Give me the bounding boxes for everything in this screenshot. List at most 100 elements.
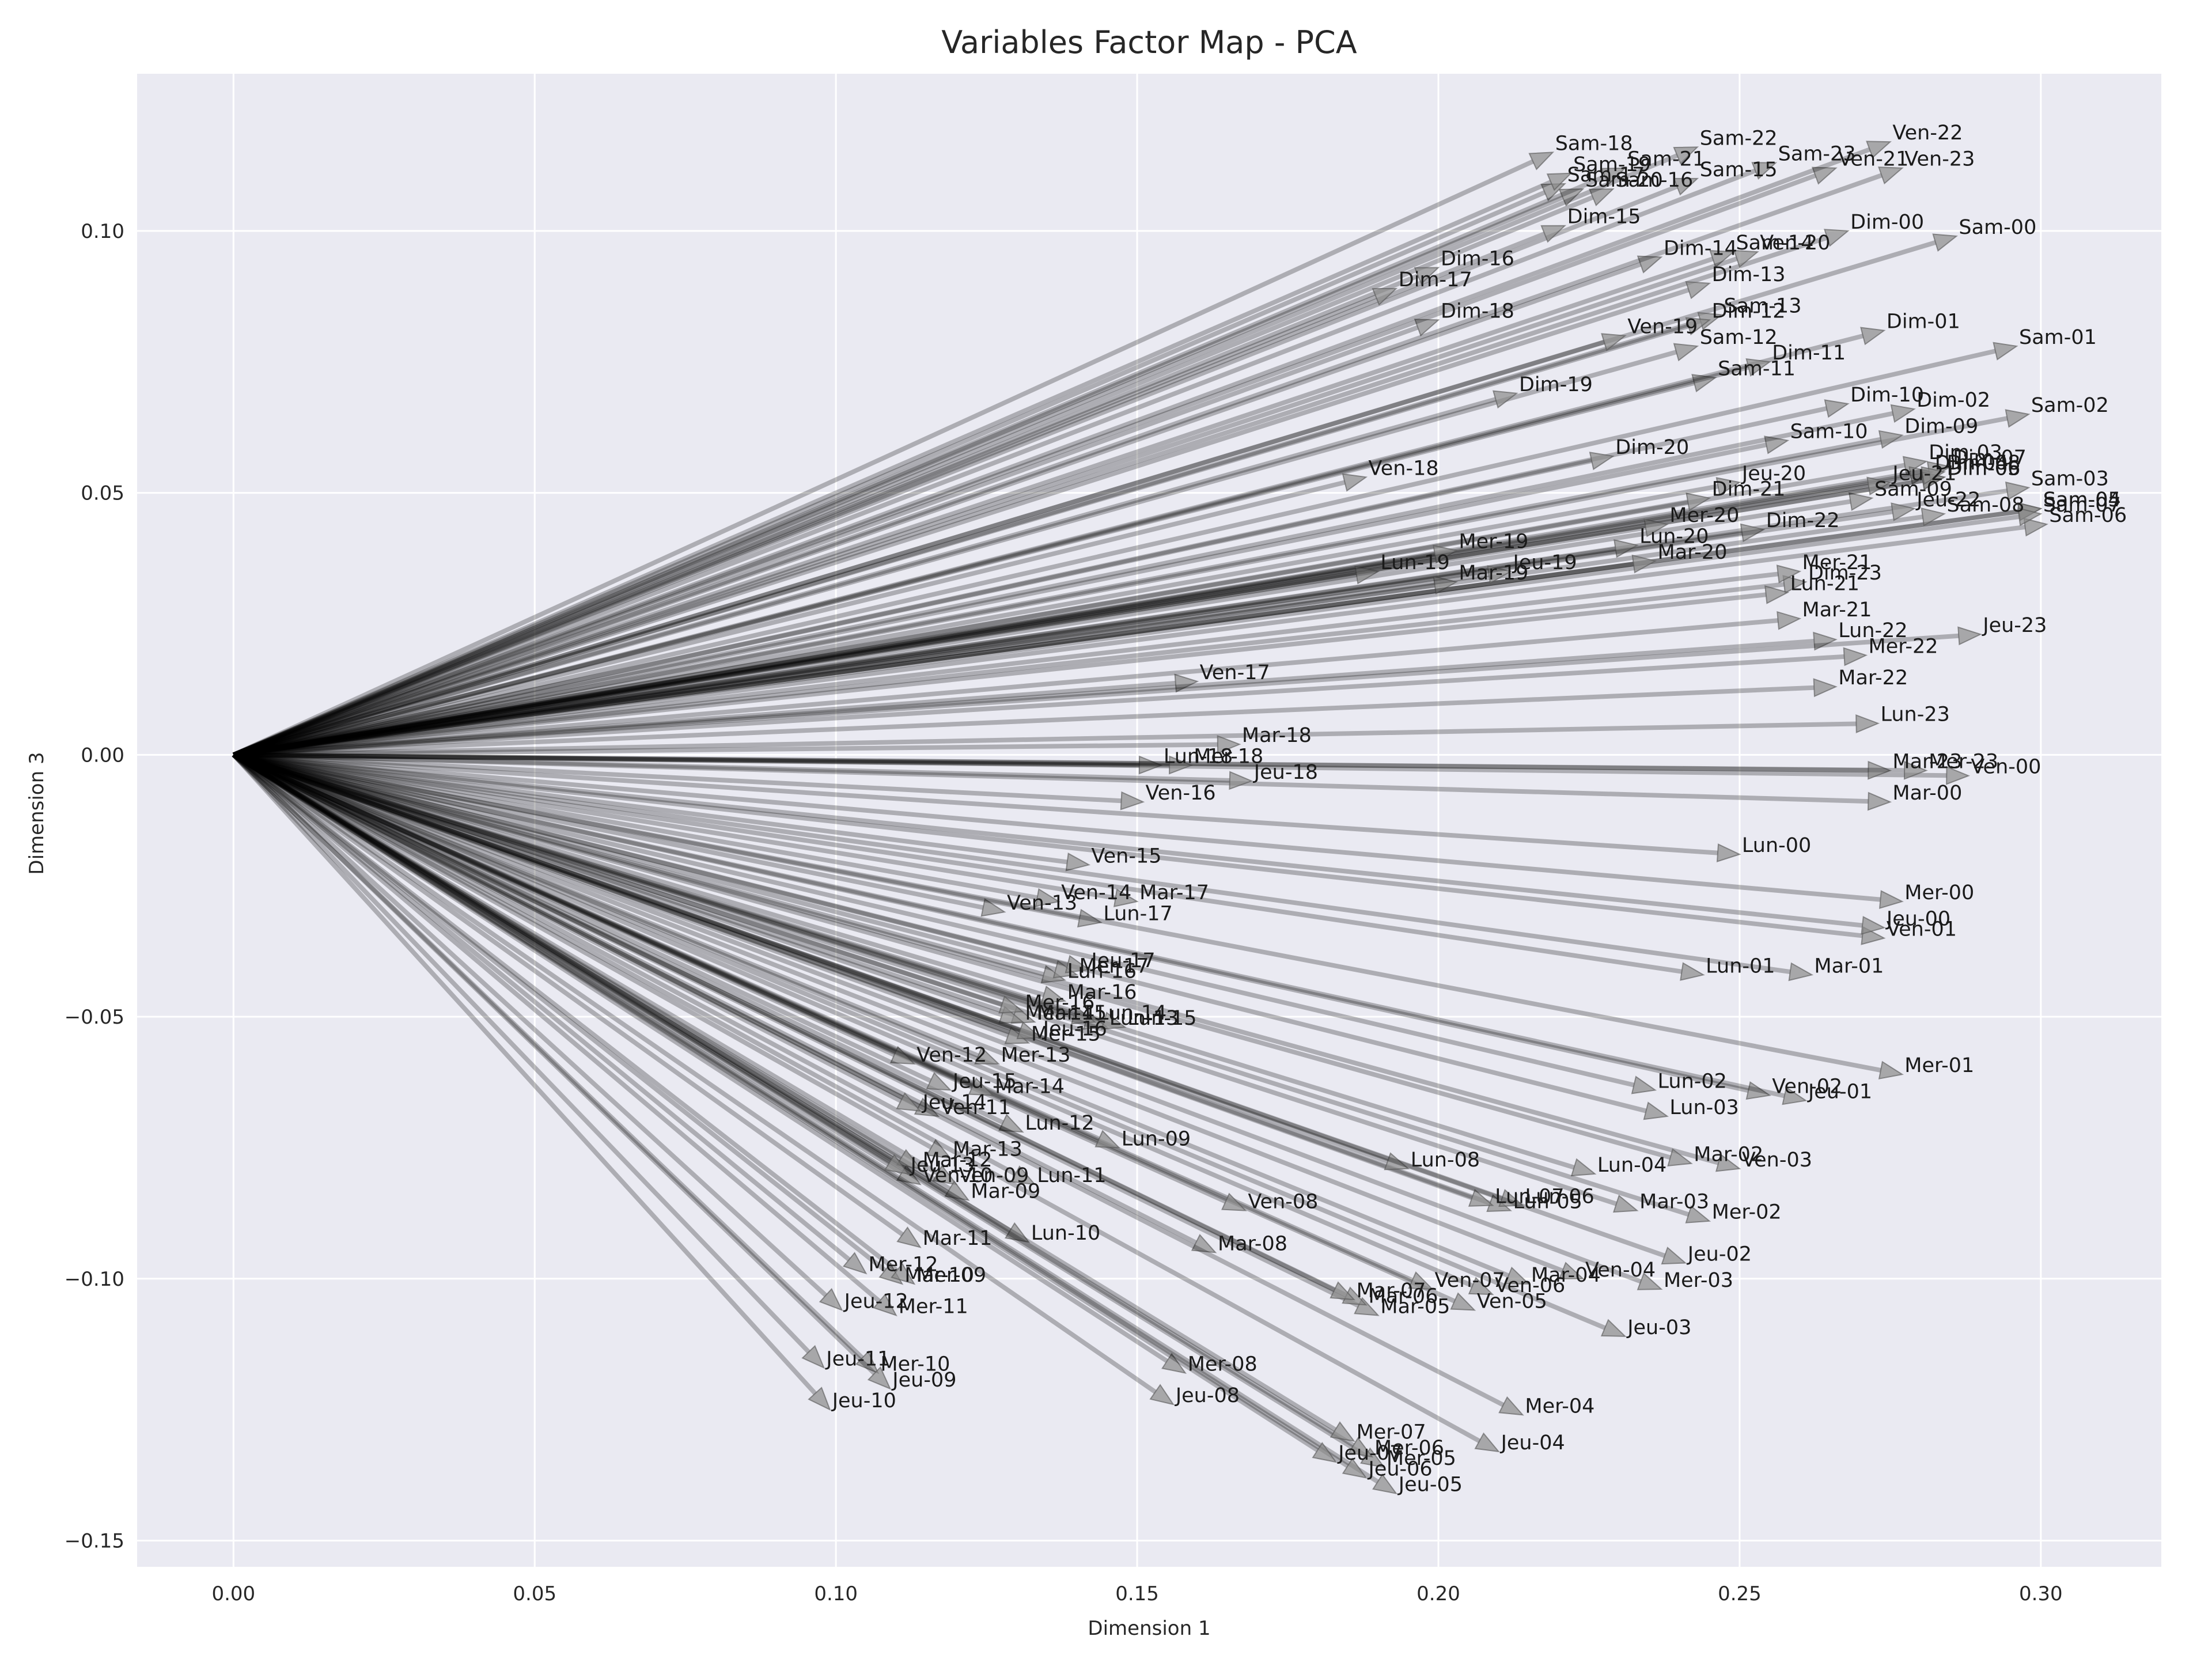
vector-label: Lun-18 (1164, 745, 1233, 768)
vector-label: Jeu-21 (1891, 462, 1956, 485)
vector-arrowhead (1921, 507, 1946, 527)
vector-line (232, 195, 1594, 757)
vector-line (233, 524, 2026, 757)
vector-arrowhead (1372, 1473, 1398, 1495)
vector-arrowhead (1661, 1247, 1687, 1265)
vector-label: Lun-05 (1513, 1191, 1582, 1214)
vector-label: Mer-13 (1001, 1044, 1071, 1067)
vector-arrowhead (1169, 755, 1193, 775)
vector-label: Jeu-08 (1175, 1384, 1240, 1407)
vector-label: Ven-16 (1146, 782, 1216, 805)
vector-label: Sam-01 (2019, 326, 2097, 349)
vector-line (233, 437, 1881, 757)
vector-arrowhead (1330, 1421, 1355, 1442)
vector-label: Jeu-01 (1807, 1081, 1872, 1104)
vector-arrowhead (1101, 1012, 1127, 1030)
vector-line (233, 752, 1575, 1170)
vector-label: Lun-15 (1127, 1007, 1196, 1030)
vector-arrowhead (1065, 852, 1091, 872)
vector-line (232, 753, 851, 1262)
vector-line (233, 592, 1767, 757)
vector-line (232, 752, 1505, 1407)
vector-arrowhead (1094, 1130, 1121, 1149)
vector-line (233, 235, 1828, 757)
vector-arrowhead (1330, 1281, 1356, 1301)
vector-label: Mar-07 (1357, 1279, 1426, 1302)
vector-line (233, 752, 1881, 902)
vector-label: Ven-12 (916, 1044, 987, 1067)
vector-arrowhead (1637, 255, 1663, 274)
vector-label: Jeu-16 (1042, 1017, 1107, 1040)
vector-label: Dim-08 (1947, 452, 2021, 475)
vector-arrowhead (1149, 1384, 1175, 1406)
vector-label: Mar-15 (1037, 1002, 1107, 1025)
vector-label: Sam-08 (1947, 494, 2025, 517)
vector-line (233, 397, 1497, 757)
vector-label: Jeu-19 (1512, 551, 1577, 574)
y-axis-ticks: 0.10 0.05 0.00 −0.05 −0.10 −0.15 (65, 220, 124, 1553)
vector-label: Ven-14 (1061, 881, 1131, 904)
vector-line (232, 752, 1227, 1204)
vector-line (232, 752, 1319, 1452)
vector-label: Dim-00 (1850, 211, 1924, 234)
vector-arrowhead (1637, 1272, 1663, 1290)
vector-label: Mar-22 (1838, 666, 1908, 690)
vector-label: Mer-14 (1025, 1002, 1094, 1025)
vector-arrowhead (1777, 611, 1802, 630)
vector-label: Mar-23 (1892, 751, 1962, 774)
vector-arrowhead (1348, 1437, 1374, 1458)
vector-arrowhead (2023, 517, 2048, 537)
vector-label: Dim-04 (1935, 452, 2009, 475)
vector-arrowhead (1221, 1192, 1247, 1211)
vector-line (232, 753, 887, 1272)
vector-label: Jeu-07 (1337, 1442, 1402, 1465)
vector-arrowhead (926, 1139, 952, 1159)
vector-line (233, 240, 1937, 757)
vector-arrowhead (968, 1077, 994, 1096)
vector-label: Jeu-23 (1982, 614, 2047, 637)
vector-arrowhead (1824, 399, 1850, 418)
vector-label: Jeu-02 (1687, 1243, 1752, 1266)
vector-label: Sam-04 (2043, 488, 2121, 512)
vector-arrowhead (1866, 476, 1892, 495)
vector-line (233, 473, 1911, 757)
vector-arrowhead (1004, 1222, 1031, 1243)
vector-label: Mer-08 (1188, 1353, 1257, 1376)
vector-line (233, 256, 1738, 757)
vector-line (233, 752, 1635, 1088)
vector-label: Dim-10 (1850, 384, 1924, 407)
vector-arrowhead (1613, 539, 1639, 558)
vector-label: Lun-01 (1706, 955, 1775, 978)
vector-line (233, 721, 1857, 757)
vector-arrowhead (896, 1092, 922, 1112)
vector-line (233, 365, 1749, 757)
vector-label: Jeu-11 (825, 1347, 890, 1370)
vector-label: Jeu-00 (1885, 907, 1950, 930)
vector-line (233, 468, 1930, 757)
vector-label: Ven-17 (1200, 661, 1270, 684)
vector-arrowhead (1685, 317, 1711, 336)
vector-label: Mar-19 (1459, 562, 1528, 585)
chart-title: Variables Factor Map - PCA (941, 24, 1357, 60)
vector-line (232, 168, 1756, 757)
vector-label: Lun-16 (1067, 960, 1137, 983)
vector-label: Mer-23 (1929, 751, 1998, 774)
vector-line (232, 752, 1367, 1458)
vector-arrowhead (1540, 225, 1567, 243)
vector-line (233, 416, 2008, 757)
vector-arrowhead (867, 1366, 892, 1390)
vector-arrowhead (1191, 1233, 1217, 1253)
vector-arrowhead (1498, 1189, 1524, 1207)
vector-label: Mar-10 (904, 1264, 974, 1287)
vector-label: Jeu-17 (1090, 949, 1155, 972)
vector-label: Ven-05 (1477, 1290, 1547, 1313)
vector-label: Ven-18 (1369, 457, 1439, 480)
vector-label: Dim-14 (1664, 237, 1737, 260)
vector-line (233, 752, 1905, 773)
vector-label: Ven-01 (1887, 918, 1957, 941)
y-tick-label: 0.05 (81, 482, 124, 505)
vector-arrowhead (1878, 166, 1904, 185)
vector-label: Mer-11 (899, 1295, 968, 1318)
vector-line (233, 752, 1647, 1113)
vector-arrowhead (1782, 575, 1808, 594)
